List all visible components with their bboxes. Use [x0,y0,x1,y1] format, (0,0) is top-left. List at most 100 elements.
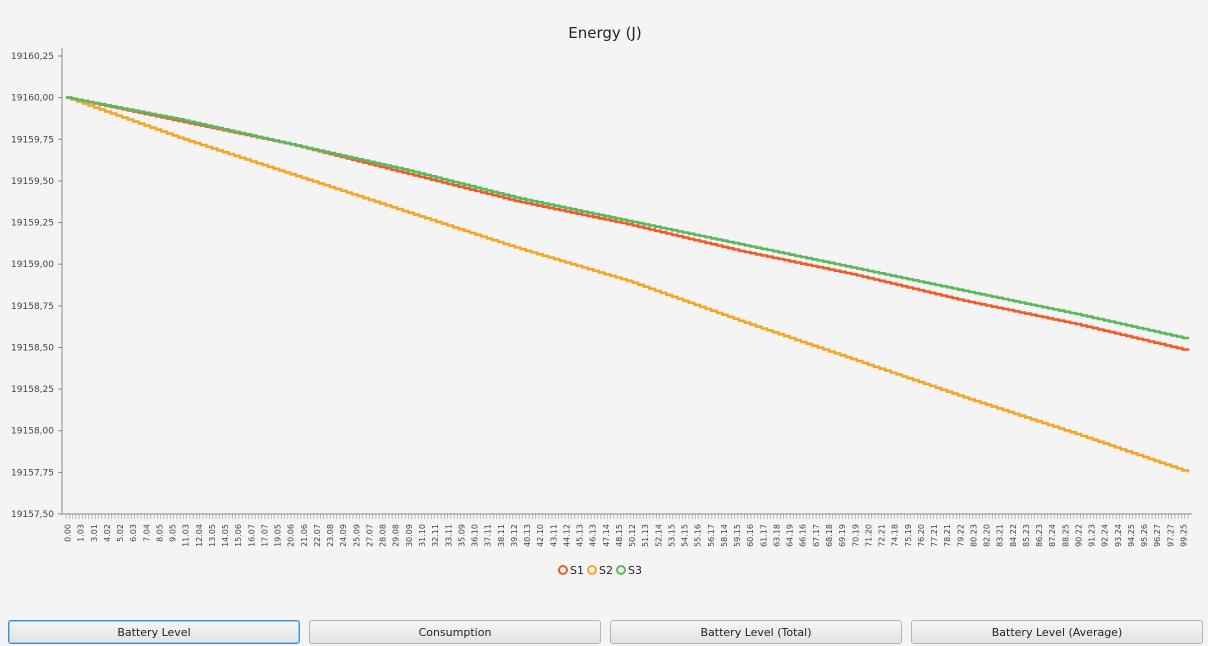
battery-level-average-button[interactable]: Battery Level (Average) [911,620,1203,644]
x-tick-label: 52.14 [654,524,663,547]
x-tick-label: 48.15 [615,524,624,547]
x-tick-label: 27.07 [365,524,374,547]
series-line-s2 [66,96,1190,473]
x-tick-label: 1.03 [77,524,86,542]
x-tick-label: 90.22 [1074,524,1083,547]
y-tick-label: 19158,50 [11,343,54,353]
x-tick-label: 54.15 [681,524,690,547]
x-tick-label: 53.15 [667,524,676,547]
x-tick-label: 82.20 [983,524,992,547]
y-tick-label: 19158,75 [11,302,54,312]
x-tick-label: 11.03 [182,524,191,547]
x-tick-label: 72.21 [878,524,887,547]
battery-level-button[interactable]: Battery Level [8,620,300,644]
consumption-button[interactable]: Consumption [309,620,601,644]
x-tick-label: 24.09 [339,524,348,547]
x-tick-label: 40.13 [523,524,532,547]
x-tick-label: 56.17 [707,524,716,547]
y-axis-ticks: 19157,50 19157,75 19158,00 19158,25 19158,50… [11,52,62,520]
x-tick-label: 35.09 [457,524,466,547]
x-tick-label: 22.07 [313,524,322,547]
x-tick-label: 76.20 [917,524,926,547]
x-tick-label: 4.02 [103,524,112,542]
legend-label-s1: S1 [570,564,584,577]
x-tick-label: 66.16 [799,524,808,547]
x-tick-label: 17.07 [260,524,269,547]
x-tick-label: 32.11 [431,524,440,547]
y-tick-label: 19159,50 [11,177,54,187]
x-tick-label: 79.22 [956,524,965,547]
energy-line-chart: Energy (J) 19157,50 19157,75 19158,00 19158… [11,24,1192,577]
x-tick-label: 61.17 [759,524,768,547]
x-tick-label: 83.21 [996,524,1005,547]
x-tick-label: 87.24 [1048,524,1057,547]
x-tick-label: 55.16 [694,524,703,547]
x-tick-label: 8.05 [155,524,164,542]
x-tick-label: 88.25 [1061,524,1070,547]
x-tick-label: 13.05 [208,524,217,547]
x-tick-label: 42.10 [536,524,545,547]
x-tick-label: 78.21 [943,524,952,547]
x-tick-label: 46.13 [589,524,598,547]
x-tick-label: 28.08 [379,524,388,547]
x-tick-label: 80.23 [969,524,978,547]
y-tick-label: 19158,00 [11,427,54,437]
chart-legend: S1 S2 S3 [558,564,642,577]
x-tick-label: 43.11 [549,524,558,547]
x-tick-label: 70.19 [851,524,860,547]
x-tick-label: 86.23 [1035,524,1044,547]
x-tick-label: 94.25 [1127,524,1136,547]
y-tick-label: 19160,00 [11,94,54,104]
x-tick-label: 92.24 [1101,524,1110,547]
x-tick-label: 63.18 [772,524,781,547]
x-tick-label: 36.10 [471,524,480,547]
x-tick-label: 33.11 [444,524,453,547]
x-tick-label: 47.14 [602,524,611,547]
x-tick-label: 45.13 [576,524,585,547]
x-tick-label: 71.20 [864,524,873,547]
x-tick-label: 9.05 [169,524,178,542]
x-tick-label: 31.10 [418,524,427,547]
x-tick-label: 29.08 [392,524,401,547]
x-tick-label: 91.23 [1088,524,1097,547]
x-tick-label: 6.03 [129,524,138,542]
x-tick-label: 69.19 [838,524,847,547]
y-tick-label: 19159,25 [11,219,54,229]
x-tick-label: 67.17 [812,524,821,547]
x-tick-label: 44.12 [562,524,571,547]
x-tick-label: 68.18 [825,524,834,547]
chart-series [66,96,1190,473]
x-tick-label: 93.24 [1114,524,1123,547]
x-tick-label: 97.27 [1166,524,1175,547]
x-tick-label: 30.09 [405,524,414,547]
x-tick-label: 77.21 [930,524,939,547]
x-tick-label: 23.08 [326,524,335,547]
x-tick-label: 99.25 [1180,524,1189,547]
legend-marker-s1 [558,565,568,575]
x-tick-label: 74.18 [891,524,900,547]
series-line-s1 [66,96,1190,351]
x-axis-ticks: 0.00 1.03 3.01 4.02 5.02 6.03 7.04 8.05 9.05 11.0… [64,514,1189,547]
series-line-s3 [66,96,1190,340]
x-tick-label: 7.04 [142,524,151,542]
x-tick-label: 25.09 [352,524,361,547]
x-tick-label: 21.06 [300,524,309,547]
x-tick-label: 0.00 [64,524,73,542]
y-tick-label: 19160,25 [11,52,54,62]
x-tick-label: 59.15 [733,524,742,547]
legend-label-s2: S2 [599,564,613,577]
x-tick-label: 96.27 [1153,524,1162,547]
battery-level-total-button[interactable]: Battery Level (Total) [610,620,902,644]
x-tick-label: 5.02 [116,524,125,542]
x-tick-label: 75.19 [904,524,913,547]
y-tick-label: 19158,25 [11,385,54,395]
legend-marker-s2 [587,565,597,575]
x-tick-label: 84.22 [1009,524,1018,547]
x-tick-label: 58.14 [720,524,729,547]
x-tick-label: 37.11 [484,524,493,547]
legend-marker-s3 [616,565,626,575]
x-tick-label: 39.12 [510,524,519,547]
x-tick-label: 64.19 [786,524,795,547]
y-tick-label: 19159,75 [11,135,54,145]
y-tick-label: 19157,75 [11,468,54,478]
